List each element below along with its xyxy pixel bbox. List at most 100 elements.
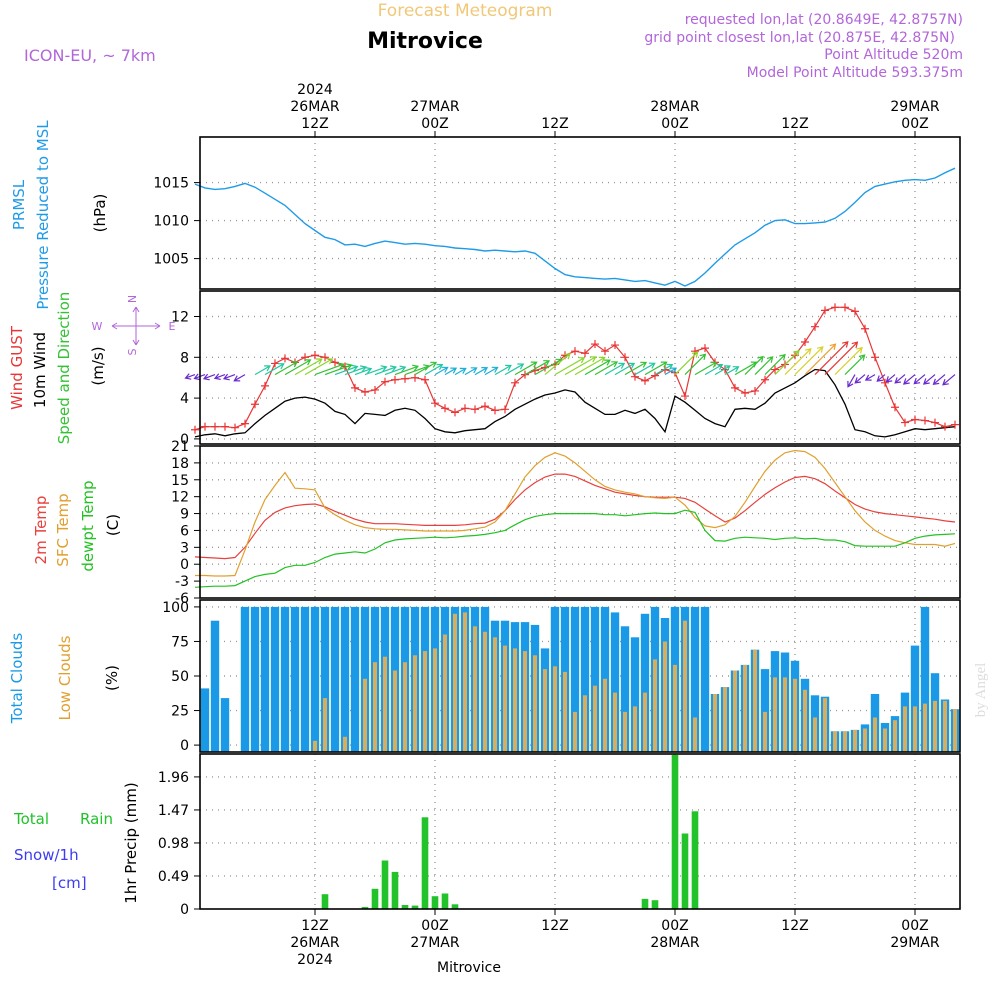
gust-marker <box>521 370 529 379</box>
gust-marker <box>451 408 459 417</box>
low-cloud-bar <box>443 634 447 752</box>
precip-bar <box>641 898 649 909</box>
p4-label-total: Total Clouds <box>8 633 26 725</box>
p2-label-10m: 10m Wind <box>31 332 49 408</box>
gust-marker <box>751 386 759 395</box>
y-tick-label: 12 <box>171 310 189 326</box>
wind-arrow <box>464 367 478 376</box>
total-cloud-bar <box>340 606 350 752</box>
wind-arrow <box>604 362 626 376</box>
dewpt-line <box>194 509 956 588</box>
low-cloud-bar <box>713 694 717 752</box>
wind-arrow <box>394 364 419 376</box>
total-cloud-bar <box>280 606 290 752</box>
time-label-top: 00Z <box>661 116 688 132</box>
panel2-labels: Wind GUST 10m Wind Speed and Direction (… <box>8 292 176 445</box>
gust-marker <box>411 373 419 382</box>
total-cloud-bar <box>910 645 920 752</box>
wind-arrow <box>844 354 866 376</box>
grid-point-coords: grid point closest lon,lat (20.875E, 42.… <box>644 30 955 46</box>
gust-marker <box>641 376 649 385</box>
gust-marker <box>701 344 709 353</box>
wind-arrow <box>384 365 407 376</box>
precip-bar <box>431 896 439 909</box>
low-cloud-bar <box>363 678 367 752</box>
gust-marker <box>491 406 499 415</box>
wind-arrow <box>876 374 886 382</box>
time-label-top: 00Z <box>901 116 928 132</box>
low-cloud-bar <box>763 711 767 752</box>
gust-marker <box>931 418 939 427</box>
wind-arrow <box>364 365 388 376</box>
wind-arrow <box>504 363 525 376</box>
gust-marker <box>681 392 689 401</box>
wind-arrow <box>202 373 216 381</box>
wind-arrow <box>344 365 367 376</box>
precip-bar <box>321 894 329 909</box>
low-cloud-bar <box>523 651 527 752</box>
wind-arrow <box>614 362 636 376</box>
wind-arrow <box>444 367 458 376</box>
panel5-labels: Total Rain Snow/1h [cm] 1hr Precip (mm) <box>13 782 140 903</box>
wind-arrow <box>714 365 731 376</box>
total-cloud-bar <box>640 613 650 752</box>
low-cloud-bar <box>563 671 567 752</box>
wind-arrow <box>834 346 863 376</box>
compass-e: E <box>169 320 176 333</box>
low-cloud-bar <box>653 659 657 752</box>
wind-arrow <box>624 361 648 376</box>
low-cloud-bar <box>533 655 537 752</box>
precip-bar <box>681 833 689 909</box>
low-cloud-bar <box>693 717 697 752</box>
gust-marker <box>231 423 239 432</box>
time-label-top: 27MAR <box>410 99 459 115</box>
total-cloud-bar <box>210 620 220 752</box>
wind-arrow <box>524 360 551 376</box>
wind-arrow <box>664 367 678 376</box>
y-tick-label: 0 <box>180 557 189 573</box>
low-cloud-bar <box>583 695 587 752</box>
total-cloud-bar <box>690 606 700 752</box>
wind-arrow <box>913 374 926 385</box>
total-cloud-bar <box>240 606 250 752</box>
gust-marker <box>871 353 879 362</box>
time-label-bottom: 12Z <box>781 918 808 934</box>
wind-arrow <box>222 373 236 381</box>
low-cloud-bar <box>853 729 857 752</box>
wind-arrow <box>574 356 606 376</box>
time-label-bottom: 00Z <box>901 918 928 934</box>
gust-marker <box>191 425 199 434</box>
model-label: ICON-EU, ~ 7km <box>24 46 156 65</box>
y-tick-labels: 10051010101504812-6-30369121518210255075… <box>153 176 200 918</box>
low-cloud-bar <box>503 645 507 752</box>
gust-marker <box>311 351 319 360</box>
time-label-top: 26MAR <box>290 99 339 115</box>
low-cloud-bar <box>453 613 457 752</box>
p5-unit: 1hr Precip (mm) <box>122 782 140 903</box>
time-label-bottom: 12Z <box>541 918 568 934</box>
gust-marker <box>481 402 489 411</box>
precip-bar <box>381 860 389 909</box>
y-tick-label: 1010 <box>153 214 189 230</box>
wind-arrow <box>854 374 866 384</box>
y-tick-label: 0.49 <box>158 869 189 885</box>
wind-arrow <box>764 353 786 376</box>
low-cloud-bar <box>423 651 427 752</box>
gust-marker <box>841 303 849 312</box>
y-tick-label: 0 <box>180 902 189 918</box>
precip-bar <box>671 755 679 909</box>
gust-marker <box>501 405 509 414</box>
p3-label-sfc: SFC Temp <box>54 493 72 566</box>
low-cloud-bar <box>553 666 557 752</box>
wind-arrow <box>774 349 800 376</box>
low-cloud-bar <box>383 656 387 752</box>
subtitle-title: Forecast Meteogram <box>378 1 553 21</box>
low-cloud-bar <box>373 662 377 752</box>
gust-marker <box>821 306 829 315</box>
precip-bar <box>401 905 409 909</box>
wind-arrow <box>294 358 323 376</box>
precip-bar <box>371 888 379 909</box>
wind-arrow <box>494 364 512 376</box>
p5-label-cm: [cm] <box>52 874 87 892</box>
gust-marker <box>381 377 389 386</box>
